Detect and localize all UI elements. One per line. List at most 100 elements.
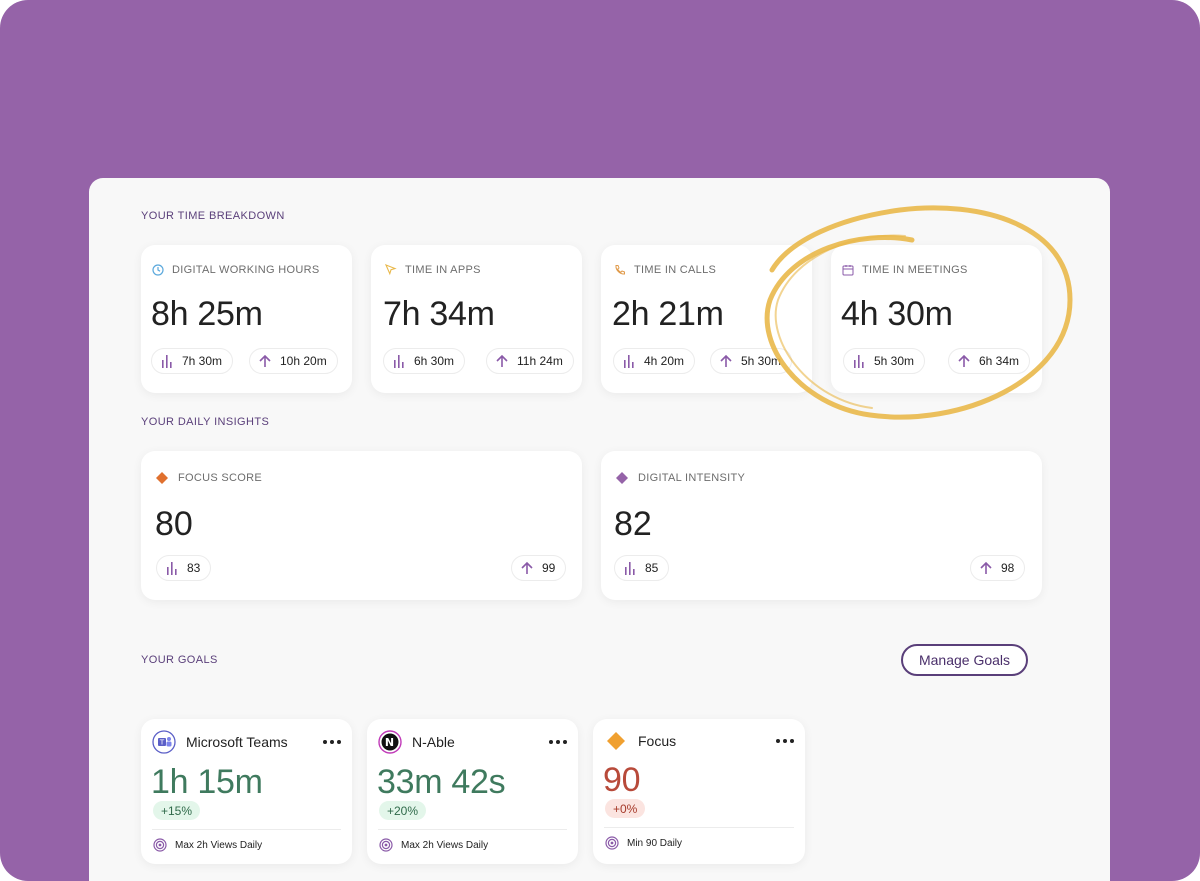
average-value: 85 bbox=[645, 561, 659, 575]
manage-goals-button[interactable]: Manage Goals bbox=[901, 644, 1028, 676]
target-icon bbox=[605, 836, 619, 850]
goal-header: Focus bbox=[604, 729, 794, 753]
metric-card-time-in-calls[interactable]: TIME IN CALLS 2h 21m 4h 20m 5h 30m bbox=[601, 245, 812, 393]
bar-chart-icon bbox=[625, 562, 635, 575]
goal-name: Microsoft Teams bbox=[186, 734, 288, 750]
arrow-up-icon bbox=[259, 354, 271, 367]
insight-card-focus-score[interactable]: FOCUS SCORE 80 83 99 bbox=[141, 451, 582, 600]
high-pill: 99 bbox=[511, 555, 567, 581]
goal-card-n-able[interactable]: N N-Able 33m 42s +20% Max 2h Views Daily bbox=[367, 719, 578, 864]
goal-target-text: Max 2h Views Daily bbox=[175, 839, 263, 851]
goal-header: T Microsoft Teams bbox=[152, 730, 341, 754]
average-pill: 85 bbox=[614, 555, 670, 581]
goal-change-badge: +0% bbox=[605, 799, 646, 818]
metric-value: 7h 34m bbox=[383, 295, 495, 333]
target-icon bbox=[379, 838, 393, 852]
high-pill: 5h 30m bbox=[710, 348, 793, 374]
metric-header: DIGITAL WORKING HOURS bbox=[152, 264, 319, 276]
bar-chart-icon bbox=[162, 355, 172, 368]
metric-header: TIME IN CALLS bbox=[614, 264, 716, 276]
high-value: 98 bbox=[1001, 561, 1015, 575]
metric-label: TIME IN MEETINGS bbox=[862, 264, 968, 276]
insight-label: FOCUS SCORE bbox=[178, 472, 262, 484]
more-options-icon[interactable] bbox=[549, 740, 567, 744]
section-title-goals: YOUR GOALS bbox=[141, 654, 218, 666]
arrow-up-icon bbox=[521, 561, 533, 574]
goal-value: 33m 42s bbox=[377, 763, 506, 801]
metric-label: DIGITAL WORKING HOURS bbox=[172, 264, 320, 276]
goal-value: 90 bbox=[603, 761, 641, 799]
goal-target-text: Max 2h Views Daily bbox=[401, 839, 489, 851]
metric-label: TIME IN CALLS bbox=[634, 264, 717, 276]
clock-icon bbox=[152, 264, 164, 276]
high-pill: 98 bbox=[970, 555, 1026, 581]
goal-change-badge: +20% bbox=[379, 801, 427, 820]
metric-value: 8h 25m bbox=[151, 295, 263, 333]
insight-header: FOCUS SCORE bbox=[156, 472, 262, 484]
bar-chart-icon bbox=[394, 355, 404, 368]
orange-diamond-icon bbox=[604, 729, 628, 753]
insight-value: 80 bbox=[155, 505, 193, 543]
goal-card-focus[interactable]: Focus 90 +0% Min 90 Daily bbox=[593, 719, 805, 864]
cursor-icon bbox=[385, 264, 397, 276]
average-pill: 7h 30m bbox=[151, 348, 234, 374]
teams-logo-icon: T bbox=[152, 730, 176, 754]
goal-value: 1h 15m bbox=[151, 763, 263, 801]
svg-text:T: T bbox=[159, 739, 165, 747]
more-options-icon[interactable] bbox=[776, 739, 794, 743]
goal-change-badge: +15% bbox=[153, 801, 201, 820]
arrow-up-icon bbox=[720, 354, 732, 367]
section-title-daily-insights: YOUR DAILY INSIGHTS bbox=[141, 416, 270, 428]
metric-card-time-in-meetings[interactable]: TIME IN MEETINGS 4h 30m 5h 30m 6h 34m bbox=[831, 245, 1042, 393]
high-pill: 6h 34m bbox=[948, 348, 1031, 374]
average-pill: 83 bbox=[156, 555, 212, 581]
divider bbox=[152, 829, 341, 830]
metric-value: 4h 30m bbox=[841, 295, 953, 333]
insight-value: 82 bbox=[614, 505, 652, 543]
goal-header: N N-Able bbox=[378, 730, 567, 754]
n-able-logo-icon: N bbox=[378, 730, 402, 754]
average-pill: 5h 30m bbox=[843, 348, 926, 374]
insight-header: DIGITAL INTENSITY bbox=[616, 472, 745, 484]
high-pill: 11h 24m bbox=[486, 348, 574, 374]
average-pill: 4h 20m bbox=[613, 348, 696, 374]
divider bbox=[378, 829, 567, 830]
high-value: 5h 30m bbox=[741, 354, 782, 368]
phone-icon bbox=[615, 265, 625, 275]
divider bbox=[604, 827, 794, 828]
metric-header: TIME IN APPS bbox=[385, 264, 481, 276]
metric-card-digital-working-hours[interactable]: DIGITAL WORKING HOURS 8h 25m 7h 30m 10h … bbox=[141, 245, 352, 393]
metric-card-time-in-apps[interactable]: TIME IN APPS 7h 34m 6h 30m 11h 24m bbox=[371, 245, 582, 393]
insight-card-digital-intensity[interactable]: DIGITAL INTENSITY 82 85 98 bbox=[601, 451, 1042, 600]
metric-label: TIME IN APPS bbox=[405, 264, 481, 276]
average-value: 6h 30m bbox=[414, 354, 455, 368]
average-value: 83 bbox=[187, 561, 201, 575]
insight-label: DIGITAL INTENSITY bbox=[638, 472, 746, 484]
bar-chart-icon bbox=[167, 562, 177, 575]
high-value: 11h 24m bbox=[517, 354, 563, 368]
goal-target: Max 2h Views Daily bbox=[153, 838, 262, 852]
high-value: 99 bbox=[542, 561, 556, 575]
more-options-icon[interactable] bbox=[323, 740, 341, 744]
average-value: 7h 30m bbox=[182, 354, 223, 368]
high-value: 6h 34m bbox=[979, 354, 1020, 368]
metric-value: 2h 21m bbox=[612, 295, 724, 333]
dashboard-panel: YOUR TIME BREAKDOWN DIGITAL WORKING HOUR… bbox=[89, 178, 1110, 881]
arrow-up-icon bbox=[958, 354, 970, 367]
orange-diamond-icon bbox=[156, 472, 168, 484]
purple-diamond-icon bbox=[616, 472, 628, 484]
high-pill: 10h 20m bbox=[249, 348, 338, 374]
average-value: 5h 30m bbox=[874, 354, 915, 368]
average-value: 4h 20m bbox=[644, 354, 685, 368]
svg-text:N: N bbox=[385, 736, 394, 749]
high-value: 10h 20m bbox=[280, 354, 327, 368]
target-icon bbox=[153, 838, 167, 852]
goal-target: Max 2h Views Daily bbox=[379, 838, 488, 852]
section-title-time-breakdown: YOUR TIME BREAKDOWN bbox=[141, 210, 285, 222]
metric-header: TIME IN MEETINGS bbox=[842, 264, 968, 276]
goal-target: Min 90 Daily bbox=[605, 836, 682, 850]
goal-card-microsoft-teams[interactable]: T Microsoft Teams 1h 15m +15% Max 2h Vie… bbox=[141, 719, 352, 864]
goal-name: Focus bbox=[638, 733, 677, 749]
calendar-icon bbox=[842, 265, 854, 276]
